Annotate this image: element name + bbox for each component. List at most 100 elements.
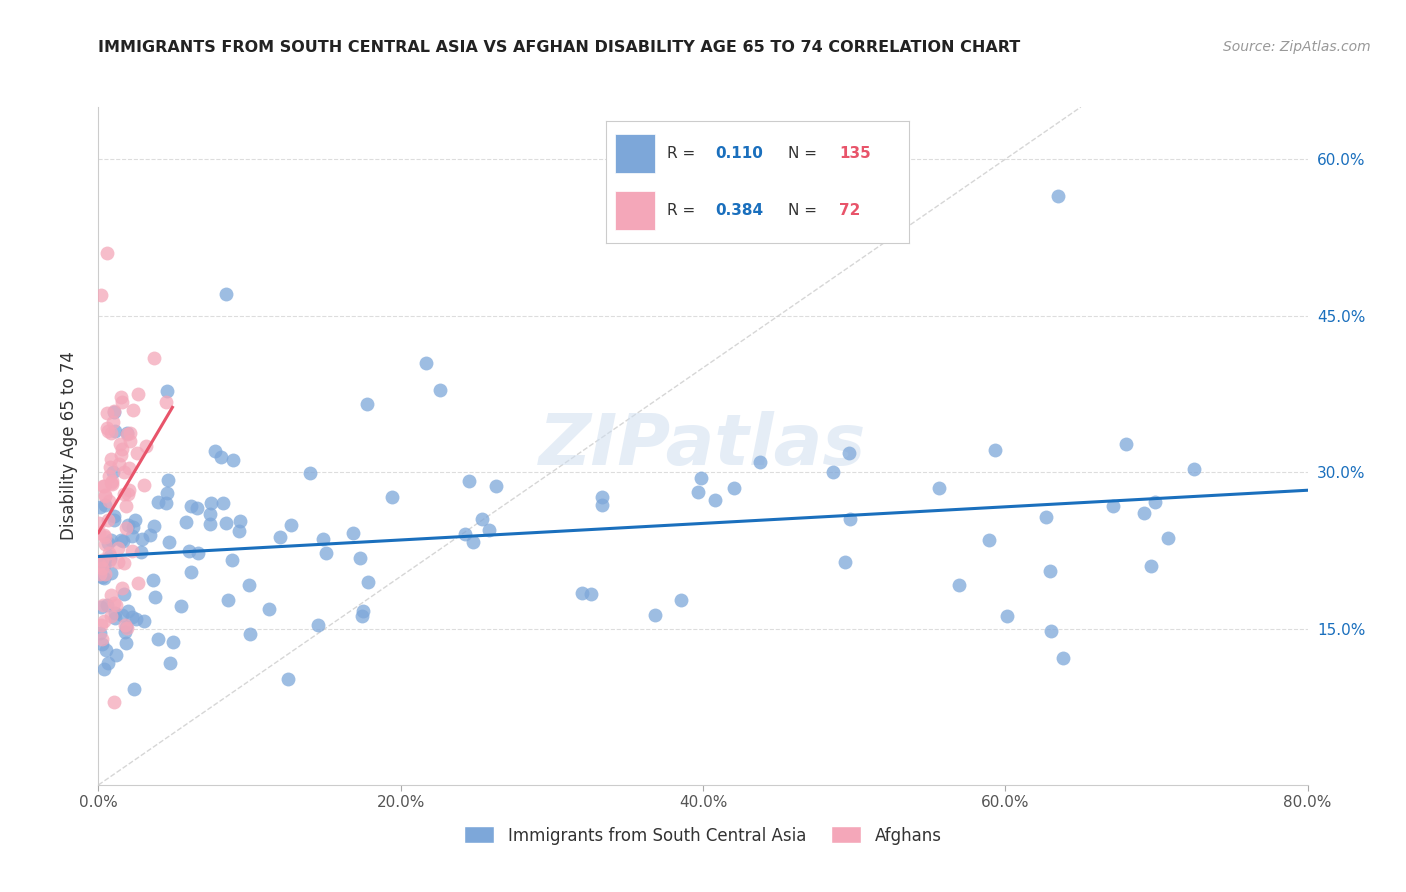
Point xyxy=(356,397,378,411)
Point xyxy=(1040,624,1063,638)
Point xyxy=(107,541,129,555)
Point xyxy=(111,442,134,457)
Point xyxy=(415,356,437,370)
Point xyxy=(114,587,136,601)
Point xyxy=(156,384,179,398)
Point xyxy=(454,526,477,541)
Point xyxy=(139,528,162,542)
Point xyxy=(101,465,124,479)
Legend: Immigrants from South Central Asia, Afghans: Immigrants from South Central Asia, Afgh… xyxy=(458,820,948,851)
Point xyxy=(143,590,166,604)
Point xyxy=(686,484,709,499)
Point xyxy=(591,490,613,504)
Point xyxy=(156,485,179,500)
Point xyxy=(100,533,122,547)
Point xyxy=(96,406,118,420)
Point xyxy=(101,416,124,430)
Point xyxy=(471,512,494,526)
Point xyxy=(110,437,132,451)
Point xyxy=(269,531,291,545)
Point xyxy=(89,525,111,540)
Point xyxy=(124,514,146,528)
Point xyxy=(180,499,202,513)
Point xyxy=(112,556,135,570)
Point xyxy=(98,549,121,563)
Point xyxy=(93,571,115,585)
Point xyxy=(120,434,142,448)
Point xyxy=(312,532,335,546)
Point xyxy=(89,516,111,530)
Point xyxy=(104,606,127,620)
Point xyxy=(105,648,128,662)
Point xyxy=(579,587,602,601)
Point xyxy=(1035,510,1057,524)
Point xyxy=(94,530,117,544)
Point xyxy=(100,588,122,602)
Point xyxy=(100,566,122,581)
Point xyxy=(200,507,222,521)
Point xyxy=(1052,651,1074,665)
Point xyxy=(280,517,302,532)
Point xyxy=(104,598,127,612)
Point xyxy=(186,501,208,516)
Point xyxy=(121,544,143,558)
Point xyxy=(222,453,245,467)
Point xyxy=(98,460,121,475)
Point xyxy=(162,635,184,649)
Point xyxy=(94,498,117,512)
Point xyxy=(669,593,692,607)
Point xyxy=(277,673,299,687)
Point xyxy=(357,575,380,590)
Point xyxy=(156,474,179,488)
Point xyxy=(1157,531,1180,545)
Point xyxy=(839,512,862,526)
Point xyxy=(257,602,280,616)
Point xyxy=(142,519,165,533)
Point xyxy=(115,426,138,441)
Point xyxy=(155,496,177,510)
Point xyxy=(89,557,111,571)
Point xyxy=(93,479,115,493)
Point xyxy=(107,555,129,569)
Point xyxy=(200,496,222,510)
Point xyxy=(117,604,139,618)
Point xyxy=(112,487,135,501)
Point xyxy=(204,443,226,458)
Point xyxy=(174,515,197,529)
Point xyxy=(1039,564,1062,578)
Point xyxy=(142,351,165,365)
Text: Source: ZipAtlas.com: Source: ZipAtlas.com xyxy=(1223,40,1371,54)
Point xyxy=(823,465,845,479)
Point xyxy=(100,608,122,623)
Point xyxy=(90,599,112,614)
Point xyxy=(571,586,593,600)
Point xyxy=(114,624,136,639)
Point xyxy=(352,604,374,618)
Point xyxy=(121,609,143,624)
Point xyxy=(91,637,114,651)
Point xyxy=(91,598,114,612)
Point xyxy=(97,469,120,483)
Point xyxy=(229,514,252,528)
Point xyxy=(131,532,153,546)
Point xyxy=(124,612,146,626)
Point xyxy=(134,614,156,628)
Point xyxy=(90,570,112,584)
Point xyxy=(118,426,141,441)
Point xyxy=(91,632,114,647)
Point xyxy=(115,636,138,650)
Point xyxy=(1184,462,1206,476)
Point xyxy=(122,403,145,417)
Point xyxy=(591,498,613,512)
Y-axis label: Disability Age 65 to 74: Disability Age 65 to 74 xyxy=(59,351,77,541)
Point xyxy=(110,390,132,404)
Point xyxy=(214,287,236,301)
Text: ZIPatlas: ZIPatlas xyxy=(540,411,866,481)
Point xyxy=(179,544,201,558)
Point xyxy=(117,483,139,498)
Point xyxy=(342,525,364,540)
Point xyxy=(94,488,117,502)
Point xyxy=(100,474,122,488)
Point xyxy=(352,608,374,623)
Point xyxy=(215,516,238,530)
